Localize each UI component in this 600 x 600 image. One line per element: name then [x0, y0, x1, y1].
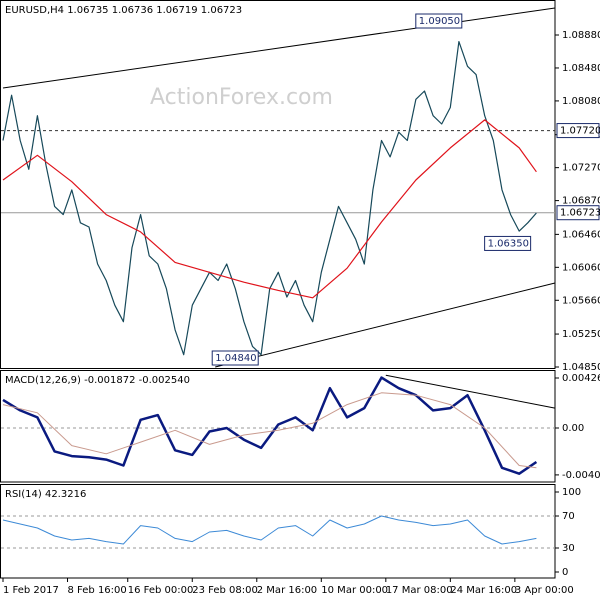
x-tick-label: 16 Feb 00:00: [128, 585, 194, 596]
point-label: 1.09050: [419, 16, 460, 27]
panel-title: MACD(12,26,9) -0.001872 -0.002540: [5, 375, 190, 386]
trend-line: [385, 374, 556, 409]
y-tick-label: 1.08080: [562, 96, 600, 107]
y-tick-label: 1.08880: [562, 30, 600, 41]
x-tick-label: 8 Feb 16:00: [68, 585, 127, 596]
rsi-panel-frame: [0, 484, 556, 579]
point-label: 1.04840: [215, 353, 256, 364]
point-box: [415, 13, 463, 29]
watermark: ActionForex.com: [150, 85, 333, 110]
panel-title: EURUSD,H4 1.06735 1.06736 1.06719 1.0672…: [5, 5, 242, 16]
series-line: [2, 376, 538, 475]
y-tick-label: 30: [562, 543, 575, 554]
y-tick-label: 1.05660: [562, 295, 600, 306]
price-box-label: 1.06723: [560, 208, 600, 219]
y-tick-label: 1.08480: [562, 63, 600, 74]
point-box: [484, 235, 532, 251]
y-tick-label: 1.05250: [562, 329, 600, 340]
y-tick-label: 0.004266: [562, 373, 600, 384]
y-tick-label: 1.06060: [562, 262, 600, 273]
y-tick-label: 1.07270: [562, 163, 600, 174]
trend-line: [2, 7, 556, 89]
price-box-label: 1.07720: [560, 126, 600, 137]
point-label: 1.06350: [488, 238, 529, 249]
y-tick-label: 100: [562, 487, 581, 498]
macd-panel-frame: [0, 370, 556, 483]
y-tick-label: -0.004004: [562, 470, 600, 481]
trend-line: [215, 282, 556, 368]
y-tick-label: 1.06460: [562, 229, 600, 240]
x-tick-label: 2 Mar 16:00: [257, 585, 317, 596]
series-line: [2, 515, 537, 545]
y-tick-label: 70: [562, 511, 575, 522]
series-line: [2, 119, 537, 299]
point-box: [211, 350, 259, 366]
price-box: [556, 205, 600, 221]
y-tick-label: 1.06870: [562, 196, 600, 207]
series-line: [2, 392, 537, 469]
main-panel-frame: [0, 0, 556, 369]
panel-title: RSI(14) 42.3216: [5, 489, 86, 500]
x-tick-label: 23 Feb 08:00: [192, 585, 258, 596]
price-box: [556, 123, 600, 139]
y-tick-label: 0.00: [562, 423, 584, 434]
x-tick-label: 1 Feb 2017: [3, 585, 59, 596]
x-tick-label: 17 Mar 08:00: [386, 585, 453, 596]
x-tick-label: 3 Apr 00:00: [515, 585, 574, 596]
y-tick-label: 0: [562, 567, 568, 578]
y-tick-label: 1.04850: [562, 362, 600, 373]
x-tick-label: 10 Mar 00:00: [321, 585, 388, 596]
x-tick-label: 24 Mar 16:00: [450, 585, 517, 596]
